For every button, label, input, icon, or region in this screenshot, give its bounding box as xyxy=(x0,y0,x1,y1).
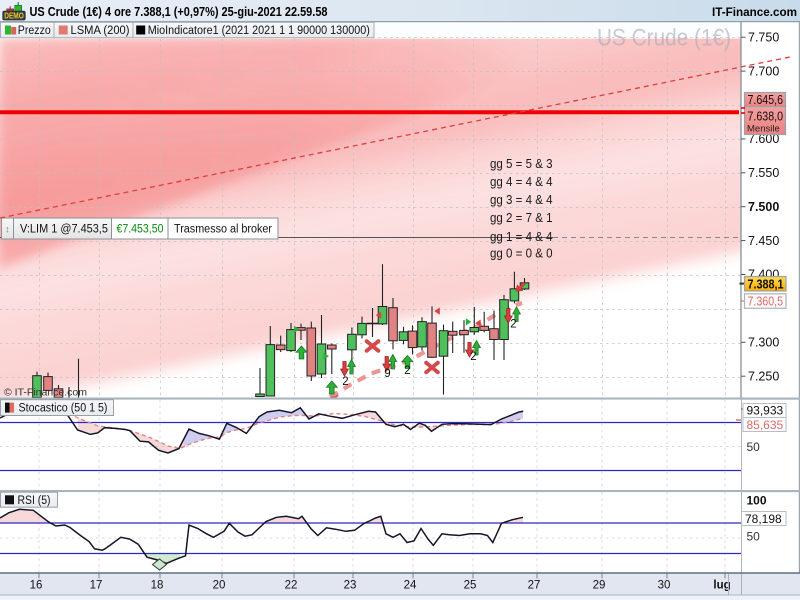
svg-text:© IT-Finance.com: © IT-Finance.com xyxy=(4,387,87,399)
svg-text:gg 1 = 4 & 4: gg 1 = 4 & 4 xyxy=(490,230,553,244)
svg-text:93,933: 93,933 xyxy=(747,404,784,418)
svg-text:25: 25 xyxy=(464,580,477,592)
svg-text:7.300: 7.300 xyxy=(748,336,779,350)
svg-text:gg 0 = 0 & 0: gg 0 = 0 & 0 xyxy=(490,247,553,261)
svg-text:2: 2 xyxy=(342,376,348,388)
svg-text:7.638,0: 7.638,0 xyxy=(748,110,784,124)
svg-text:gg 3 = 4 & 4: gg 3 = 4 & 4 xyxy=(490,193,553,207)
svg-text:29: 29 xyxy=(593,580,606,592)
svg-text:Trasmesso al broker: Trasmesso al broker xyxy=(174,224,272,236)
svg-text:IT-Finance.com: IT-Finance.com xyxy=(712,5,797,19)
svg-text:85,635: 85,635 xyxy=(747,418,784,432)
svg-text:30: 30 xyxy=(658,580,671,592)
svg-text:Mensile: Mensile xyxy=(747,124,780,135)
svg-text:2: 2 xyxy=(470,351,476,363)
svg-text:16: 16 xyxy=(30,580,43,592)
svg-text:7.450: 7.450 xyxy=(748,234,779,248)
svg-text:27: 27 xyxy=(528,580,541,592)
svg-text:7.388,1: 7.388,1 xyxy=(748,277,784,291)
svg-text:20: 20 xyxy=(213,580,226,592)
svg-text:7.700: 7.700 xyxy=(748,64,779,78)
svg-text:Stocastico (50 1 5): Stocastico (50 1 5) xyxy=(19,403,108,415)
svg-text:18: 18 xyxy=(151,580,164,592)
svg-text:50: 50 xyxy=(747,530,761,544)
svg-text:V:LIM 1 @7.453,5: V:LIM 1 @7.453,5 xyxy=(20,224,108,236)
svg-text:Prezzo: Prezzo xyxy=(18,25,51,37)
svg-text:50: 50 xyxy=(747,440,761,454)
svg-text:DEMO: DEMO xyxy=(4,11,24,20)
svg-text:gg 4 = 4 & 4: gg 4 = 4 & 4 xyxy=(490,175,553,189)
svg-text:78,198: 78,198 xyxy=(745,512,782,526)
svg-text:US Crude (1€) 4 ore 7.388,1 (+: US Crude (1€) 4 ore 7.388,1 (+0,97%) 25-… xyxy=(30,5,328,19)
svg-text:23: 23 xyxy=(344,580,357,592)
svg-text:↕: ↕ xyxy=(5,225,10,236)
svg-text:100: 100 xyxy=(747,494,767,508)
svg-text:7.250: 7.250 xyxy=(748,369,779,383)
svg-text:gg 5 = 5 & 3: gg 5 = 5 & 3 xyxy=(490,157,553,171)
svg-text:17: 17 xyxy=(90,580,103,592)
svg-text:9: 9 xyxy=(384,368,390,380)
svg-text:RSI (5): RSI (5) xyxy=(18,495,51,507)
svg-text:7.750: 7.750 xyxy=(748,30,779,44)
svg-text:7.645,6: 7.645,6 xyxy=(748,93,784,107)
svg-text:US Crude (1€): US Crude (1€) xyxy=(597,25,731,52)
svg-text:24: 24 xyxy=(404,580,417,592)
svg-text:7.500: 7.500 xyxy=(748,200,779,214)
svg-text:gg 2 = 7 & 1: gg 2 = 7 & 1 xyxy=(490,211,553,225)
svg-text:€7.453,50: €7.453,50 xyxy=(117,224,164,236)
svg-text:7.600: 7.600 xyxy=(748,132,779,146)
svg-text:2: 2 xyxy=(510,319,516,331)
svg-text:MioIndicatore1 (2021 2021 1 1: MioIndicatore1 (2021 2021 1 1 90000 1300… xyxy=(148,25,370,37)
svg-text:7.550: 7.550 xyxy=(748,166,779,180)
svg-text:7.360,5: 7.360,5 xyxy=(748,295,784,309)
svg-text:LSMA (200): LSMA (200) xyxy=(71,25,130,37)
svg-text:lug: lug xyxy=(713,580,730,592)
svg-text:2: 2 xyxy=(404,365,410,377)
svg-text:22: 22 xyxy=(285,580,298,592)
